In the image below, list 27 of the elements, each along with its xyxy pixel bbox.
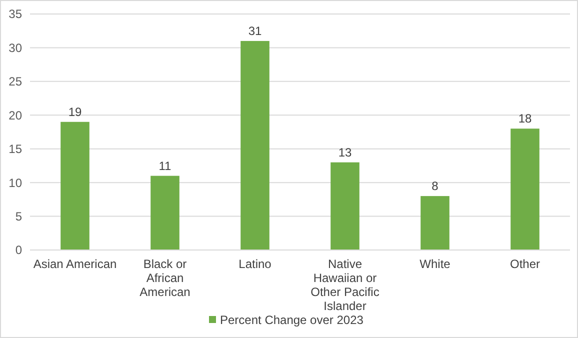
data-label: 19 xyxy=(68,104,82,119)
y-tick-label: 20 xyxy=(8,108,22,122)
bar xyxy=(60,122,90,250)
bar xyxy=(240,40,270,250)
x-tick-label: Latino xyxy=(238,257,272,271)
x-tick-label: Black or African American xyxy=(140,257,190,299)
y-tick-label: 35 xyxy=(8,7,22,22)
y-tick-label: 5 xyxy=(15,209,22,224)
data-label: 11 xyxy=(158,158,172,173)
y-tick-label: 15 xyxy=(8,142,22,156)
y-tick-label: 30 xyxy=(8,40,22,55)
data-label: 18 xyxy=(518,112,532,126)
x-tick-label: Native Hawaiian or Other Pacific Islander xyxy=(310,257,380,313)
bar xyxy=(330,162,360,250)
y-tick-label: 25 xyxy=(8,74,22,89)
legend-label: Percent Change over 2023 xyxy=(220,313,364,328)
bar xyxy=(150,176,180,250)
y-tick-label: 0 xyxy=(15,243,22,258)
y-tick-label: 10 xyxy=(8,176,22,190)
data-label: 31 xyxy=(248,24,262,38)
bar xyxy=(510,128,540,250)
data-label: 8 xyxy=(432,179,439,194)
x-tick-label: Other xyxy=(510,257,540,271)
data-label: 13 xyxy=(338,145,352,160)
x-tick-label: White xyxy=(420,257,451,271)
bar xyxy=(420,196,450,250)
x-tick-label: Asian American xyxy=(33,257,117,271)
